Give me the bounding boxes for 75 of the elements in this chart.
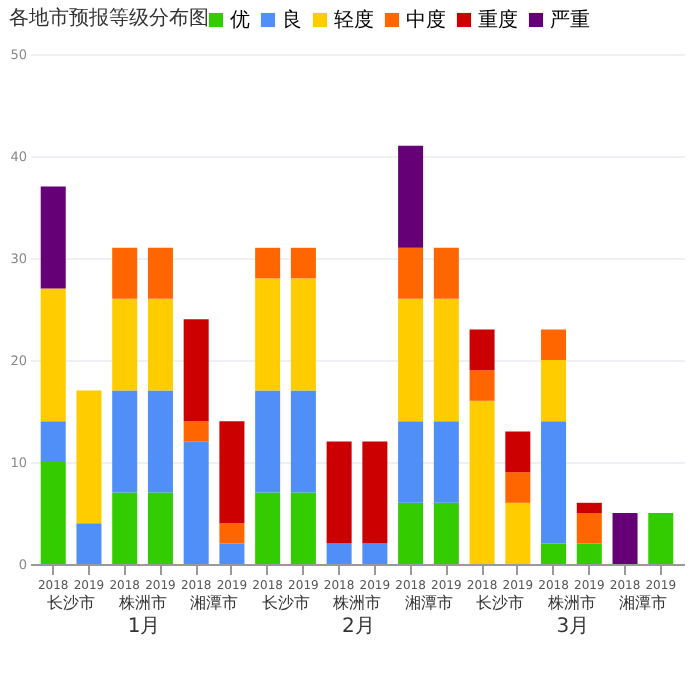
bar bbox=[398, 298, 424, 422]
bar bbox=[541, 329, 567, 360]
bar bbox=[326, 441, 352, 544]
bar bbox=[40, 288, 66, 422]
bar bbox=[505, 472, 531, 503]
bar bbox=[290, 247, 316, 279]
bar bbox=[112, 247, 138, 299]
bar bbox=[147, 492, 173, 564]
bar bbox=[469, 400, 495, 564]
bar bbox=[648, 513, 674, 564]
bar bbox=[362, 543, 388, 564]
legend-label: 优 bbox=[230, 10, 250, 32]
bar bbox=[40, 462, 66, 564]
bar bbox=[147, 298, 173, 391]
bar bbox=[219, 543, 245, 564]
text: 湘潭市 bbox=[190, 594, 239, 612]
bar bbox=[398, 502, 424, 564]
text: 2月 bbox=[342, 616, 375, 638]
legend-label: 中度 bbox=[406, 8, 446, 32]
bar bbox=[576, 543, 602, 564]
bar bbox=[112, 298, 138, 391]
text: 1月 bbox=[127, 616, 161, 638]
text: 湘潭市 bbox=[619, 594, 668, 612]
bar bbox=[183, 441, 209, 564]
bar bbox=[541, 360, 567, 422]
bar bbox=[40, 421, 66, 462]
text: 长沙市 bbox=[476, 594, 525, 612]
bar bbox=[147, 247, 173, 299]
bar bbox=[255, 278, 281, 391]
bar bbox=[290, 390, 316, 493]
bar bbox=[255, 247, 281, 279]
bar bbox=[541, 543, 567, 564]
text: 株洲市 bbox=[116, 594, 167, 612]
bar bbox=[183, 421, 209, 442]
bar bbox=[398, 145, 424, 248]
bar bbox=[433, 247, 459, 299]
text: 长沙市 bbox=[47, 594, 96, 612]
text: 长沙市 bbox=[261, 594, 310, 612]
bar bbox=[398, 421, 424, 503]
bar bbox=[433, 421, 459, 503]
chart-title: 各地市预报等级分布图 bbox=[9, 6, 210, 30]
bar bbox=[219, 421, 245, 524]
bar bbox=[612, 513, 638, 564]
legend-label: 严重 bbox=[550, 8, 590, 32]
bar bbox=[505, 431, 531, 473]
bar bbox=[433, 298, 459, 422]
bar bbox=[255, 390, 281, 493]
text: 3月 bbox=[556, 616, 590, 638]
text: 株洲市 bbox=[545, 594, 596, 612]
bar bbox=[290, 278, 316, 391]
legend-label: 良 bbox=[282, 8, 302, 32]
bar bbox=[219, 523, 245, 544]
bar bbox=[576, 513, 602, 544]
bar bbox=[147, 390, 173, 493]
text: 湘潭市 bbox=[404, 594, 453, 612]
bar bbox=[362, 441, 388, 544]
bar bbox=[40, 186, 66, 289]
bar bbox=[433, 502, 459, 564]
bar bbox=[290, 492, 316, 564]
bar bbox=[76, 523, 102, 564]
text: 株洲市 bbox=[331, 594, 382, 612]
bar bbox=[255, 492, 281, 564]
bar bbox=[183, 319, 209, 422]
bar bbox=[505, 502, 531, 564]
legend-label: 重度 bbox=[478, 8, 518, 32]
bar bbox=[112, 492, 138, 564]
bar bbox=[541, 421, 567, 544]
bar bbox=[576, 502, 602, 513]
bar bbox=[326, 543, 352, 564]
bar bbox=[469, 329, 495, 371]
bar bbox=[76, 390, 102, 524]
bar bbox=[112, 390, 138, 493]
bar bbox=[469, 370, 495, 401]
legend-label: 轻度 bbox=[334, 8, 374, 32]
bar bbox=[398, 247, 424, 299]
